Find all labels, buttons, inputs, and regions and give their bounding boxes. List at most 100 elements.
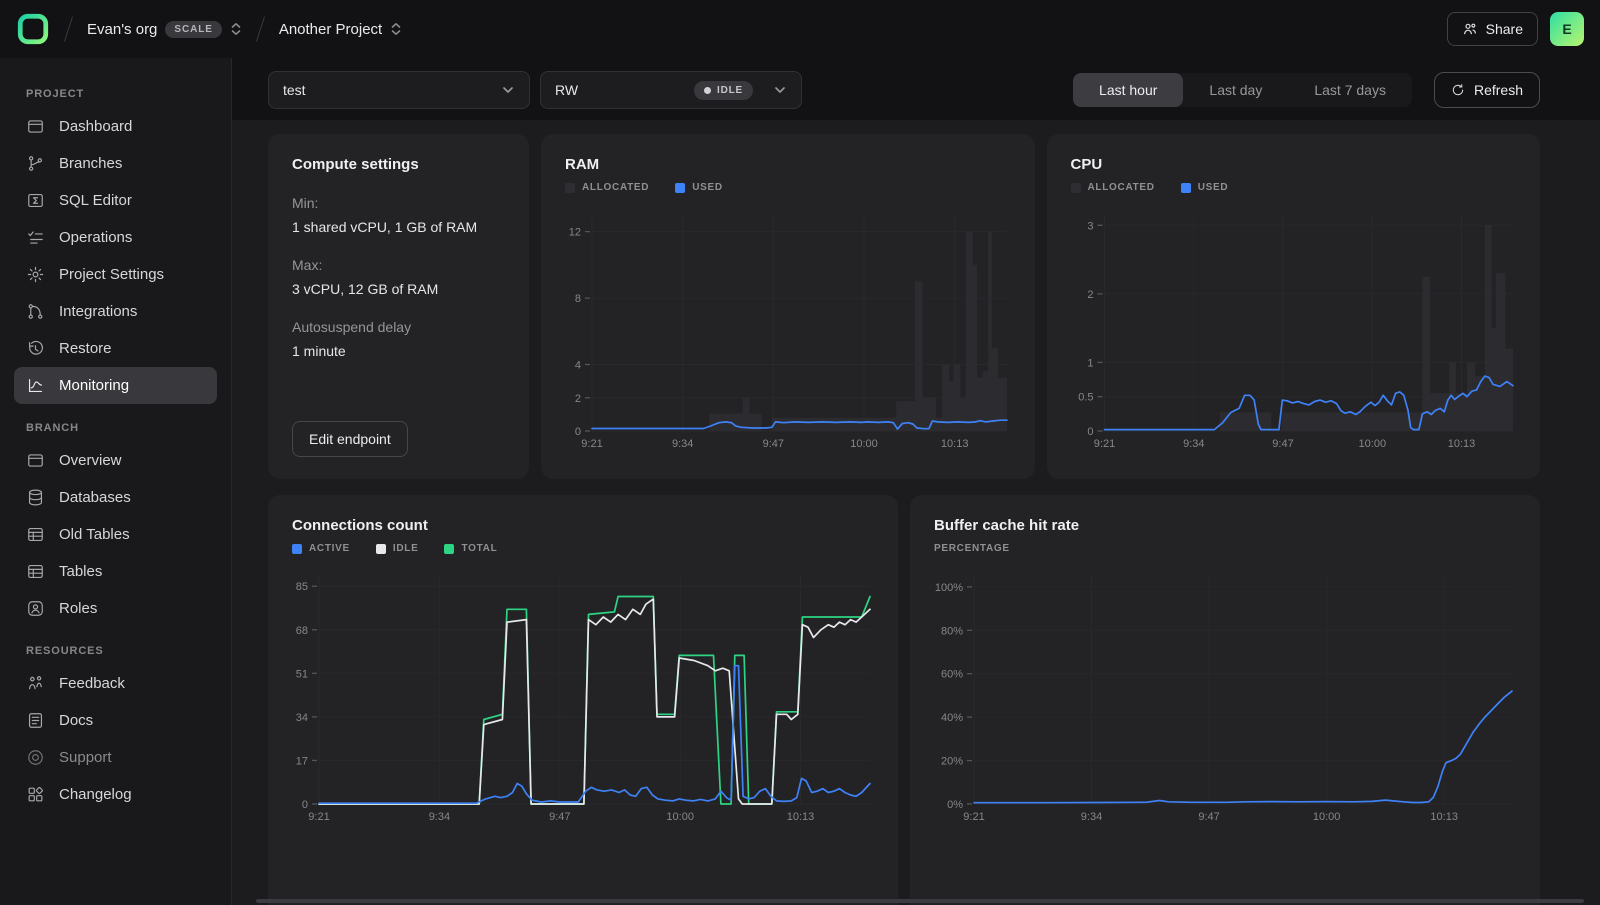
sidebar-item-docs[interactable]: Docs [14, 702, 217, 739]
svg-text:10:00: 10:00 [1313, 811, 1341, 823]
svg-text:10:13: 10:13 [787, 811, 815, 823]
breadcrumb-project[interactable]: Another Project [279, 21, 402, 38]
sidebar-item-overview[interactable]: Overview [14, 442, 217, 479]
card-title: Connections count [292, 517, 428, 534]
sidebar-section-title: BRANCH [26, 422, 79, 434]
monitoring-toolbar: test RW IDLE [232, 58, 1600, 120]
chevron-updown-icon[interactable] [390, 22, 402, 36]
sidebar-item-label: Changelog [59, 786, 132, 803]
svg-text:60%: 60% [941, 669, 963, 681]
monitoring-content: Compute settings Min: 1 shared vCPU, 1 G… [232, 120, 1600, 905]
autosuspend-value: 1 minute [292, 343, 346, 359]
svg-text:68: 68 [296, 625, 308, 637]
refresh-icon [1452, 84, 1464, 96]
sql-editor-icon [26, 191, 45, 210]
top-header: Evan's org SCALE Another Project [0, 0, 1600, 58]
svg-text:0: 0 [1087, 426, 1093, 438]
svg-text:2: 2 [1087, 289, 1093, 301]
cpu-chart: 9:21 9:34 9:47 10:00 10:13 0 0.5 1 2 3 [1071, 205, 1517, 453]
sidebar-item-label: Tables [59, 563, 103, 580]
sidebar-item-label: Restore [59, 340, 112, 357]
sidebar-item-label: Monitoring [59, 377, 130, 394]
svg-text:4: 4 [575, 360, 581, 372]
refresh-button[interactable]: Refresh [1433, 72, 1540, 108]
sidebar-item-support[interactable]: Support [14, 739, 217, 776]
edit-endpoint-button[interactable]: Edit endpoint [292, 421, 408, 457]
range-tab-last-7-days[interactable]: Last 7 days [1314, 82, 1386, 98]
compute-settings-card: Compute settings Min: 1 shared vCPU, 1 G… [268, 134, 529, 479]
project-name: Another Project [278, 20, 383, 38]
chevron-updown-icon[interactable] [230, 22, 242, 36]
sidebar-item-roles[interactable]: Roles [14, 590, 217, 627]
share-button[interactable]: Share [1446, 12, 1538, 46]
svg-text:85: 85 [296, 581, 308, 593]
legend-swatch [1180, 182, 1191, 193]
svg-text:9:34: 9:34 [1183, 438, 1204, 450]
operations-icon [26, 228, 45, 247]
sidebar-item-label: Operations [59, 229, 133, 246]
endpoint-select-value: RW [555, 82, 579, 98]
sidebar-item-label: SQL Editor [59, 192, 132, 209]
svg-text:20%: 20% [941, 756, 963, 768]
chevron-down-icon [775, 87, 785, 93]
branches-icon [26, 154, 45, 173]
card-title: RAM [565, 156, 600, 173]
sidebar-item-monitoring[interactable]: Monitoring [14, 367, 217, 404]
time-range-tabs: Last hour Last day Last 7 days [1073, 73, 1412, 107]
legend-item: USED [675, 182, 723, 193]
svg-text:9:34: 9:34 [672, 438, 693, 450]
legend-swatch [1070, 182, 1081, 193]
support-icon [26, 748, 45, 767]
sidebar-item-changelog[interactable]: Changelog [14, 776, 217, 813]
chart-legend: ALLOCATED USED [565, 182, 1011, 193]
sidebar-item-project-settings[interactable]: Project Settings [14, 256, 217, 293]
database-icon [26, 488, 45, 507]
range-tab-last-hour[interactable]: Last hour [1073, 73, 1184, 107]
svg-text:51: 51 [296, 668, 308, 680]
sidebar-item-branches[interactable]: Branches [14, 145, 217, 182]
sidebar-item-old-tables[interactable]: Old Tables [14, 516, 217, 553]
svg-text:10:00: 10:00 [1358, 438, 1386, 450]
buffer-cache-chart: 9:21 9:34 9:47 10:00 10:13 0% 20% 40% 60% 80% 100% [934, 566, 1516, 826]
svg-text:0: 0 [575, 426, 581, 438]
endpoint-select[interactable]: RW IDLE [540, 71, 802, 109]
sidebar-item-label: Integrations [59, 303, 138, 320]
branch-select[interactable]: test [268, 71, 530, 109]
chart-legend: ACTIVE IDLE TOTAL [292, 543, 874, 554]
svg-text:12: 12 [569, 227, 581, 239]
svg-text:9:47: 9:47 [549, 811, 570, 823]
neon-logo-icon[interactable] [16, 12, 50, 46]
gear-icon [26, 265, 45, 284]
sidebar-item-restore[interactable]: Restore [14, 330, 217, 367]
svg-text:1: 1 [1087, 357, 1093, 369]
svg-text:2: 2 [575, 393, 581, 405]
chart-subtitle: PERCENTAGE [934, 543, 1010, 554]
main-area: test RW IDLE [232, 58, 1600, 905]
sidebar-item-integrations[interactable]: Integrations [14, 293, 217, 330]
sidebar-item-operations[interactable]: Operations [14, 219, 217, 256]
share-label: Share [1485, 21, 1523, 37]
svg-text:9:47: 9:47 [1272, 438, 1293, 450]
horizontal-scrollbar[interactable] [256, 899, 1584, 903]
svg-text:10:00: 10:00 [850, 438, 878, 450]
sidebar-item-feedback[interactable]: Feedback [14, 665, 217, 702]
sidebar-item-label: Databases [59, 489, 131, 506]
range-tab-last-day[interactable]: Last day [1209, 82, 1263, 98]
legend-swatch [675, 182, 686, 193]
sidebar-item-tables[interactable]: Tables [14, 553, 217, 590]
min-label: Min: [292, 195, 319, 211]
legend-item: IDLE [375, 543, 419, 554]
svg-text:10:00: 10:00 [666, 811, 694, 823]
sidebar-item-databases[interactable]: Databases [14, 479, 217, 516]
svg-text:9:21: 9:21 [1093, 438, 1114, 450]
sidebar-item-dashboard[interactable]: Dashboard [14, 108, 217, 145]
breadcrumb-org[interactable]: Evan's org SCALE [87, 20, 242, 38]
breadcrumb-separator [64, 16, 73, 42]
sidebar-section-title: PROJECT [26, 88, 85, 100]
sidebar-item-sql-editor[interactable]: SQL Editor [14, 182, 217, 219]
table-icon [26, 525, 45, 544]
people-icon [1463, 23, 1476, 35]
avatar[interactable]: E [1550, 12, 1584, 46]
legend-item: USED [1180, 182, 1229, 193]
